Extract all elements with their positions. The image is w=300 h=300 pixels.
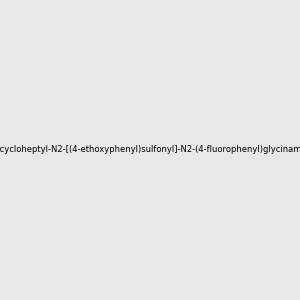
Text: N1-cycloheptyl-N2-[(4-ethoxyphenyl)sulfonyl]-N2-(4-fluorophenyl)glycinamide: N1-cycloheptyl-N2-[(4-ethoxyphenyl)sulfo…	[0, 146, 300, 154]
